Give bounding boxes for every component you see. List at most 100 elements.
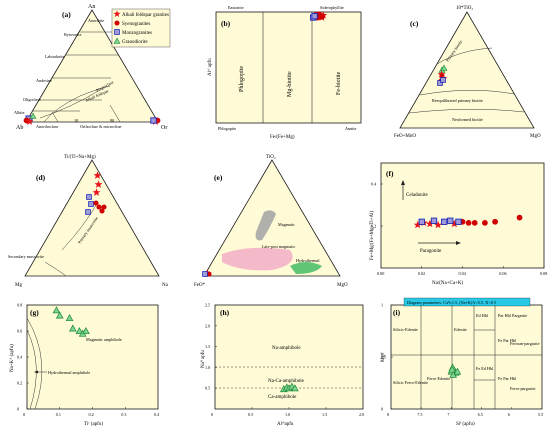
field-label: Late-post magmatic — [262, 244, 296, 249]
field-label: Ed Hbl — [476, 313, 489, 318]
plot-area — [390, 304, 543, 410]
x-axis-label: Tiᶜ (apfu) — [84, 422, 103, 427]
panel-letter: (f) — [386, 169, 394, 178]
y-tick-label: 0.4 — [371, 182, 377, 187]
field-label: Ca-amphibole — [268, 395, 297, 400]
y-tick-label: 0.2 — [17, 381, 22, 386]
field-label: Secondary muscovite — [8, 254, 44, 259]
apex-label: Or — [161, 125, 167, 131]
apex-label: Na — [162, 283, 169, 288]
corner-label: Phlogopite — [218, 126, 236, 131]
y-tick-label: 1.5 — [205, 344, 210, 349]
x-tick-label: 0.02 — [418, 271, 425, 276]
apex-label: An — [88, 4, 95, 10]
panel-letter: (g) — [30, 308, 39, 317]
x-tick-label: 0.04 — [459, 271, 467, 276]
field-label: Labradorite — [45, 54, 65, 59]
data-point — [455, 218, 462, 225]
field-label: Fe Par Hbl — [498, 338, 517, 343]
x-tick-label: 7.5 — [417, 412, 422, 417]
legend-label: Monzogranites — [122, 31, 152, 36]
y-axis-label: Alᵛᴵ apfu — [207, 58, 213, 76]
y-tick-label: 1.0 — [205, 365, 210, 370]
corner-label: Annite — [345, 126, 357, 131]
data-point — [482, 219, 488, 226]
legend-label: Granodiorite — [122, 40, 148, 45]
field-label: Par Hbl — [498, 313, 512, 318]
x-axis-label: Fe/(Fe+Mg) — [270, 135, 295, 140]
param-text: Diagram parameters: Caᴮ≥1.5, (Na+K)A<0.5… — [407, 300, 496, 306]
hydrothermal-field — [290, 262, 322, 274]
data-point — [86, 194, 92, 200]
data-point — [516, 214, 523, 221]
field-label: Pargasite — [512, 313, 527, 318]
ternary-frame — [24, 159, 160, 277]
data-point — [492, 218, 498, 225]
field-label: Anorthoclase — [36, 124, 58, 129]
field-label: Mg-biotite — [287, 71, 293, 97]
legend-label: Syenogranites — [122, 22, 150, 27]
field-label: Magmatic — [278, 222, 295, 227]
tick-label: 10 — [74, 118, 78, 123]
ternary-frame — [399, 11, 535, 129]
y-tick-label: 0.5 — [381, 355, 386, 360]
y-tick-label: 0 — [17, 407, 19, 412]
data-point — [447, 217, 454, 224]
y-tick-label: 0.2 — [371, 224, 376, 229]
data-point — [430, 217, 438, 224]
panel-a: (a) An Ab Or Anorthite Bytownite Labrado… — [14, 4, 171, 131]
data-point — [318, 13, 325, 20]
y-tick-label: 0.6 — [17, 329, 22, 334]
field-label: Na-amphibole — [272, 346, 301, 351]
panel-letter: (d) — [36, 173, 46, 182]
x-tick-label: 0 — [23, 412, 25, 417]
apex-label: MgO — [337, 283, 348, 288]
field-label: Oligoclase — [23, 97, 41, 102]
axes: 8 7.5 7 6.5 6 5.5 0 0.5 1 — [381, 303, 543, 418]
x-tick-label: 6.5 — [478, 412, 483, 417]
ternary-frame — [25, 9, 159, 123]
plot-area — [215, 11, 362, 124]
data-point — [150, 117, 157, 124]
apex-label: Ab — [16, 125, 23, 131]
y-tick-label: 0.4 — [17, 355, 23, 360]
data-point — [101, 204, 107, 210]
apex-label: MgO — [530, 134, 541, 139]
field-label: Andesine — [36, 78, 52, 83]
y-tick-label: 2.5 — [205, 303, 210, 308]
field-label: Reequilibrated primary biotite — [432, 98, 483, 103]
data-point — [441, 218, 448, 225]
data-point — [311, 13, 318, 20]
y-tick-label: 1 — [381, 303, 383, 308]
x-tick-label: 0.1 — [56, 412, 61, 417]
panel-letter: (c) — [410, 19, 419, 28]
annotation: Paragonite — [420, 249, 442, 254]
x-axis-label: Na/(Na+Ca+K) — [432, 281, 464, 286]
x-tick-label: 0.4 — [154, 412, 160, 417]
field-label: Ferroan-pargasite — [510, 341, 540, 346]
legend-marker-circle — [114, 20, 120, 26]
y-axis-label: Fe+Mg/(Fe+Mg+Ti+Al) — [370, 211, 375, 260]
x-tick-label: 0.00 — [377, 271, 384, 276]
field-label: Na-Ca-amphibole — [268, 379, 305, 384]
plot-area — [26, 304, 159, 410]
axes: 0 0.5 1.0 1.5 2.0 0.5 1.0 1.5 2.0 2.5 — [205, 303, 364, 418]
field-label: Orthoclase & microcline — [80, 124, 122, 129]
panel-d: (d) Ti/(Ti+Na+Mg) Mg Na Primary muscovit… — [8, 155, 169, 288]
data-point — [418, 218, 425, 225]
corner-label: Eastonite — [228, 5, 244, 10]
plot-area — [380, 162, 545, 269]
x-tick-label: 0 — [211, 412, 213, 417]
y-tick-label: 0 — [381, 407, 383, 412]
y-axis-label: Na+Kᴬ (apfu) — [9, 344, 15, 372]
field-label: Fe Ed Hbl — [476, 366, 494, 371]
apex-label: FeO* — [194, 283, 206, 288]
x-tick-label: 0.06 — [499, 271, 506, 276]
panel-letter: (b) — [221, 19, 231, 28]
legend-marker-square — [114, 29, 120, 35]
legend: Alkali feldspar granites Syenogranites M… — [111, 8, 171, 48]
apex-label: 10*TiO₂ — [456, 6, 473, 11]
magmatic-field — [255, 210, 276, 241]
y-axis-label: Mg# — [381, 352, 386, 362]
plot-area — [214, 304, 364, 410]
